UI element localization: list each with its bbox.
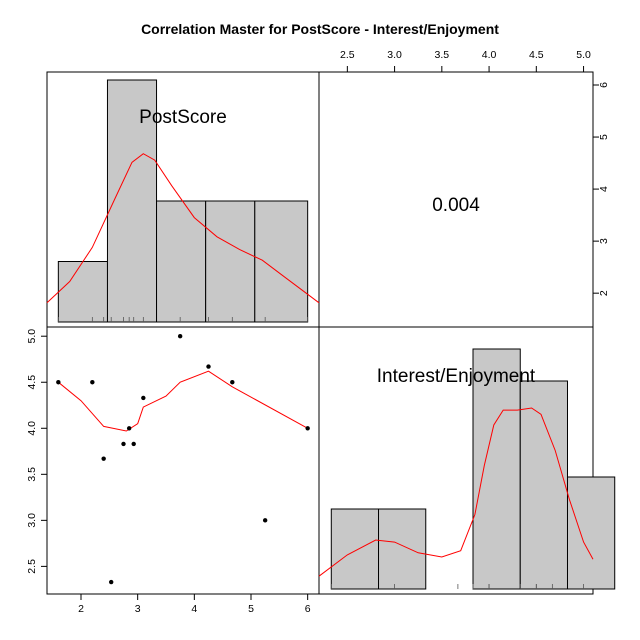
postscore-hist-bar-3 <box>205 200 256 323</box>
scatter-point-3 <box>109 579 114 585</box>
left-axis-label-2: 3.5 <box>26 467 38 482</box>
panel-frames <box>46 71 594 595</box>
diag-label-postscore: PostScore <box>139 107 227 128</box>
diag-label-interest-enjoyment: Interest/Enjoyment <box>377 366 536 387</box>
postscore-hist-bar-1 <box>106 79 158 323</box>
right-axis-label-0: 2 <box>598 290 610 296</box>
scatter-point-1 <box>90 380 95 385</box>
left-axis-label-0: 2.5 <box>26 559 38 574</box>
bottom-axis-label-1: 3 <box>135 603 141 615</box>
interest-hist-bar-5 <box>566 476 616 590</box>
correlation-value: 0.004 <box>432 195 480 216</box>
scatter-point-5 <box>126 426 132 431</box>
interest-hist-bar-4 <box>519 380 568 590</box>
scatter-point-4 <box>121 441 126 447</box>
scatter-point-11 <box>262 518 268 523</box>
postscore-hist-bar-0 <box>57 261 108 323</box>
scatter-point-9 <box>206 364 211 369</box>
scatter-point-10 <box>230 380 235 385</box>
postscore-hist-bar-4 <box>254 200 309 323</box>
right-axis-label-1: 3 <box>598 238 610 244</box>
bottom-axis-label-2: 4 <box>191 603 197 615</box>
scatter-point-2 <box>101 456 106 461</box>
interest-hist-bar-3 <box>472 348 521 590</box>
interest-hist-bar-0 <box>330 508 380 590</box>
scatter-point-0 <box>56 380 61 385</box>
bottom-axis-label-0: 2 <box>78 603 84 615</box>
right-axis-label-4: 6 <box>598 82 610 88</box>
top-axis-label-3: 4.0 <box>482 49 497 61</box>
density-curve-postscore <box>46 153 320 304</box>
postscore-hist-bar-2 <box>156 200 207 323</box>
scatter-point-7 <box>141 395 146 401</box>
top-axis-label-5: 5.0 <box>576 49 591 61</box>
top-axis-label-4: 4.5 <box>529 49 544 61</box>
top-axis-label-2: 3.5 <box>435 49 450 61</box>
scatter-point-12 <box>305 426 310 431</box>
interest-hist-bar-1 <box>378 508 427 590</box>
rug-interest-enjoyment <box>330 584 584 589</box>
chart-title: Correlation Master for PostScore - Inter… <box>141 21 499 37</box>
scatter-point-8 <box>177 334 183 339</box>
axes: 2 3 4 5 6 2.5 3.0 3.5 4.0 4.5 5.0 2.5 3.0 3.5 4.0 4.5 5.… <box>26 49 610 615</box>
left-axis-label-1: 3.0 <box>26 513 38 528</box>
top-axis-label-1: 3.0 <box>387 49 402 61</box>
bottom-axis-label-4: 6 <box>305 603 311 615</box>
left-axis-label-4: 4.5 <box>26 375 38 390</box>
left-axis-label-3: 4.0 <box>26 421 38 436</box>
panel-frame-br <box>318 326 594 595</box>
density-curve-interest <box>318 407 594 577</box>
bottom-axis-label-3: 5 <box>248 603 254 615</box>
right-axis-label-2: 4 <box>598 186 610 192</box>
histogram-interest-enjoyment <box>330 348 616 590</box>
density-interest-enjoyment <box>318 407 594 577</box>
density-postscore <box>46 153 320 304</box>
right-axis-label-3: 5 <box>598 134 610 140</box>
scatter-point-6 <box>131 441 136 447</box>
smoother-line <box>57 370 308 432</box>
left-axis-label-5: 5.0 <box>26 329 38 344</box>
top-axis-label-0: 2.5 <box>340 49 355 61</box>
scatter-panel <box>56 334 310 585</box>
rug-postscore <box>57 317 309 322</box>
panel-frame-bl <box>46 326 320 595</box>
